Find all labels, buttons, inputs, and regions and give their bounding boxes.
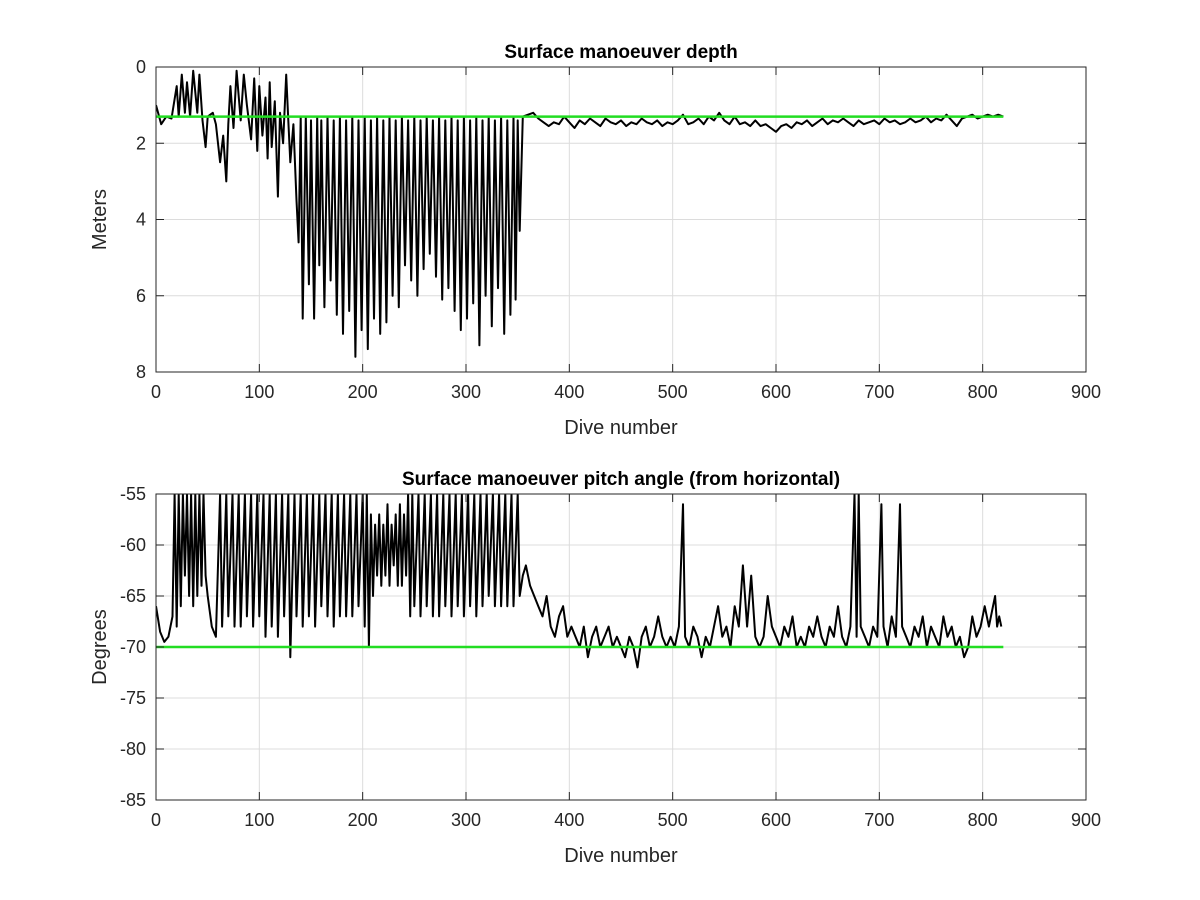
depth-x-tick-label: 100 bbox=[244, 382, 274, 402]
depth-grid bbox=[156, 67, 1086, 372]
depth-x-axis-label: Dive number bbox=[564, 417, 678, 439]
depth-x-tick-label: 300 bbox=[451, 382, 481, 402]
depth-chart-title: Surface manoeuver depth bbox=[504, 42, 737, 63]
pitch-x-tick-label: 500 bbox=[658, 810, 688, 830]
pitch-x-tick-label: 0 bbox=[151, 810, 161, 830]
pitch-x-tick-label: 800 bbox=[968, 810, 998, 830]
depth-y-tick-label: 8 bbox=[136, 362, 146, 382]
depth-x-tick-label: 0 bbox=[151, 382, 161, 402]
pitch-series bbox=[156, 494, 1003, 669]
depth-x-tick-label: 600 bbox=[761, 382, 791, 402]
depth-ticks: 0 100 200 300 400 500 600 700 800 900 0 2 4 6 8 bbox=[136, 57, 1101, 402]
depth-x-tick-label: 200 bbox=[348, 382, 378, 402]
depth-series-line bbox=[156, 69, 1004, 358]
pitch-x-tick-label: 400 bbox=[554, 810, 584, 830]
depth-y-tick-label: 6 bbox=[136, 286, 146, 306]
depth-chart: 0 100 200 300 400 500 600 700 800 900 0 2 4 6 8 Surfac… bbox=[89, 42, 1101, 439]
pitch-chart: 0 100 200 300 400 500 600 700 800 900 -55 -60 -65 -70… bbox=[89, 469, 1101, 867]
depth-x-tick-label: 800 bbox=[968, 382, 998, 402]
depth-y-tick-label: 0 bbox=[136, 57, 146, 77]
depth-x-tick-label: 400 bbox=[554, 382, 584, 402]
pitch-x-tick-label: 200 bbox=[348, 810, 378, 830]
pitch-y-axis-label: Degrees bbox=[89, 609, 111, 685]
pitch-x-tick-label: 100 bbox=[244, 810, 274, 830]
pitch-y-tick-label: -55 bbox=[120, 484, 146, 504]
depth-x-tick-label: 700 bbox=[864, 382, 894, 402]
depth-x-tick-label: 500 bbox=[658, 382, 688, 402]
pitch-series-line bbox=[156, 494, 1003, 669]
pitch-y-tick-label: -85 bbox=[120, 790, 146, 810]
pitch-y-tick-label: -60 bbox=[120, 535, 146, 555]
depth-y-axis-label: Meters bbox=[89, 189, 111, 250]
depth-y-tick-label: 2 bbox=[136, 133, 146, 153]
pitch-x-tick-label: 300 bbox=[451, 810, 481, 830]
pitch-x-tick-label: 900 bbox=[1071, 810, 1101, 830]
depth-series bbox=[156, 69, 1004, 358]
pitch-x-tick-label: 600 bbox=[761, 810, 791, 830]
pitch-y-tick-label: -75 bbox=[120, 688, 146, 708]
pitch-y-tick-label: -80 bbox=[120, 739, 146, 759]
pitch-ticks: 0 100 200 300 400 500 600 700 800 900 -55 -60 -65 -70… bbox=[120, 484, 1101, 830]
pitch-y-tick-label: -70 bbox=[120, 637, 146, 657]
pitch-x-tick-label: 700 bbox=[864, 810, 894, 830]
depth-y-tick-label: 4 bbox=[136, 210, 146, 230]
depth-x-tick-label: 900 bbox=[1071, 382, 1101, 402]
pitch-chart-title: Surface manoeuver pitch angle (from hori… bbox=[402, 469, 840, 490]
pitch-y-tick-label: -65 bbox=[120, 586, 146, 606]
pitch-x-axis-label: Dive number bbox=[564, 845, 678, 867]
